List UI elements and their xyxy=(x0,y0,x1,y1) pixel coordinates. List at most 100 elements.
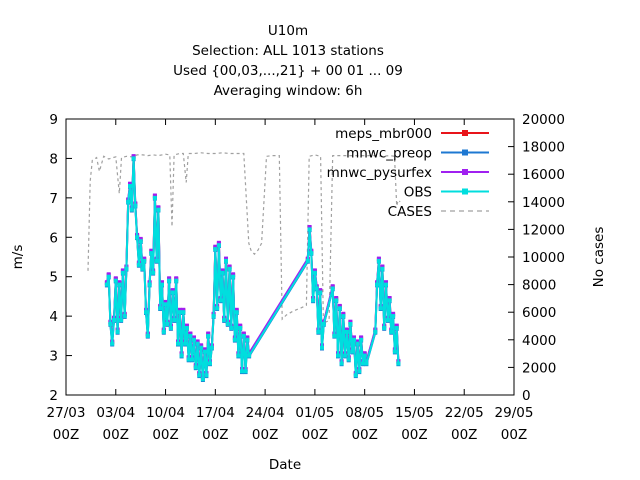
data-point xyxy=(364,361,369,366)
data-point xyxy=(106,272,111,277)
data-point xyxy=(352,335,356,340)
data-point xyxy=(106,274,111,279)
data-point xyxy=(181,310,186,315)
data-point xyxy=(318,288,323,293)
data-point xyxy=(241,333,246,338)
data-point xyxy=(216,243,221,248)
data-point xyxy=(337,303,342,308)
data-point xyxy=(362,351,367,356)
data-point xyxy=(184,326,189,330)
data-point xyxy=(357,369,362,374)
data-point xyxy=(151,270,156,275)
data-point xyxy=(355,341,360,346)
data-point xyxy=(192,337,196,342)
data-point xyxy=(184,323,189,328)
data-point xyxy=(218,298,223,303)
data-point xyxy=(341,314,346,319)
y2-tick-label: 2000 xyxy=(522,360,556,376)
data-point xyxy=(152,195,157,200)
data-point xyxy=(195,339,200,344)
data-point xyxy=(190,357,195,362)
data-point xyxy=(307,225,312,229)
data-point xyxy=(136,262,141,267)
data-point xyxy=(380,264,385,269)
data-point xyxy=(243,369,248,374)
title-line-4: Averaging window: 6h xyxy=(214,83,363,99)
x-tick-label-date: 22/05 xyxy=(445,405,484,421)
data-point xyxy=(234,310,239,315)
data-point xyxy=(104,282,109,287)
data-point xyxy=(128,181,132,186)
data-point xyxy=(168,326,173,330)
data-point xyxy=(186,357,191,362)
legend-item-mnwc-preop: mnwc_preop xyxy=(346,146,489,162)
data-point xyxy=(124,266,129,271)
data-point xyxy=(387,298,392,303)
legend-label: mnwc_preop xyxy=(346,146,432,162)
title-line-2: Selection: ALL 1013 stations xyxy=(192,43,384,59)
data-point xyxy=(236,353,241,358)
data-point xyxy=(231,274,236,279)
x-tick-label-hour: 00Z xyxy=(252,427,278,443)
data-point xyxy=(247,353,252,358)
x-tick-label-date: 01/05 xyxy=(295,405,334,421)
data-point xyxy=(202,349,207,354)
data-point xyxy=(241,331,246,336)
data-point xyxy=(160,280,164,285)
data-point xyxy=(181,307,186,312)
x-tick-label-date: 08/05 xyxy=(345,405,384,421)
data-point xyxy=(394,323,399,328)
y2-tick-label: 18000 xyxy=(522,140,565,156)
data-point xyxy=(238,323,243,328)
x-tick-label-date: 27/03 xyxy=(47,405,86,421)
data-point xyxy=(120,270,125,275)
data-point xyxy=(245,335,250,340)
x-tick-label-hour: 00Z xyxy=(152,427,178,443)
data-point xyxy=(350,349,355,354)
y2-tick-label: 8000 xyxy=(522,278,556,294)
data-point xyxy=(206,331,211,336)
data-point xyxy=(216,240,221,245)
x-tick-label-date: 03/04 xyxy=(96,405,135,421)
data-point xyxy=(320,345,324,350)
title-line-1: U10m xyxy=(268,23,308,39)
data-point xyxy=(330,286,335,291)
x-tick-label-hour: 00Z xyxy=(501,427,527,443)
data-point xyxy=(227,266,232,271)
data-point xyxy=(330,284,335,289)
x-axis: 27/03 00Z 03/04 00Z 10/04 00Z 17/04 00Z 24/04 00Z… xyxy=(47,119,533,443)
data-point xyxy=(119,318,124,323)
data-point xyxy=(334,296,339,300)
y2-tick-label: 16000 xyxy=(522,167,565,183)
data-point xyxy=(346,357,351,362)
data-point xyxy=(344,327,349,332)
data-point xyxy=(232,337,237,342)
data-point xyxy=(376,258,381,263)
data-point xyxy=(154,258,159,263)
data-point xyxy=(193,365,198,370)
data-point xyxy=(344,329,349,334)
data-point xyxy=(312,270,317,275)
x-tick-label-hour: 00Z xyxy=(302,427,328,443)
legend-item-meps-mbr000: meps_mbr000 xyxy=(335,126,489,142)
data-point xyxy=(113,278,118,283)
data-point xyxy=(122,314,127,319)
data-point xyxy=(312,268,317,273)
data-point xyxy=(375,282,380,287)
data-point xyxy=(311,298,316,303)
data-point xyxy=(309,251,314,256)
y-tick-label: 5 xyxy=(49,270,58,286)
data-point xyxy=(165,322,170,326)
data-point xyxy=(229,326,234,330)
y2-tick-label: 14000 xyxy=(522,195,565,211)
data-point xyxy=(231,272,236,277)
data-point xyxy=(142,258,147,263)
data-point xyxy=(352,337,356,342)
data-point xyxy=(174,276,179,281)
x-tick-label-hour: 00Z xyxy=(53,427,79,443)
x-tick-label-hour: 00Z xyxy=(401,427,427,443)
data-point xyxy=(202,347,207,352)
data-point xyxy=(192,335,196,340)
data-point xyxy=(138,236,143,241)
